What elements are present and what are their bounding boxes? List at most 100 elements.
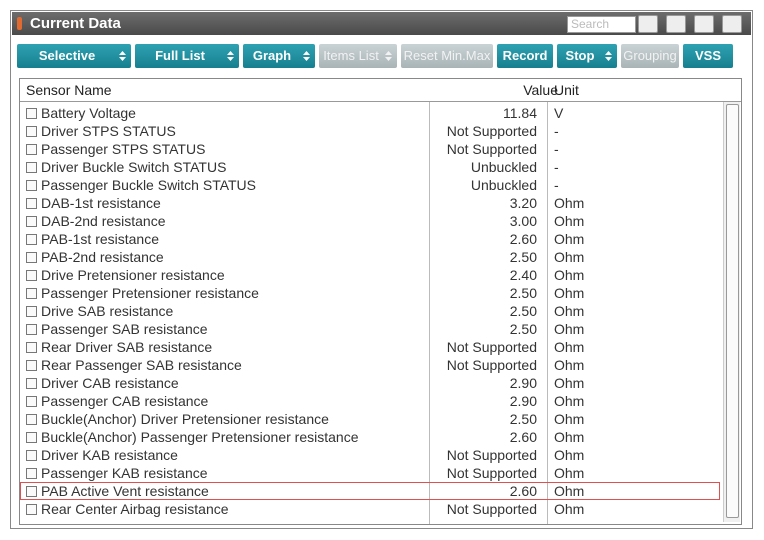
- table-row: PAB-1st resistance 2.60 Ohm: [20, 230, 720, 248]
- sensor-value: 2.60: [509, 231, 537, 247]
- sensor-name: Passenger STPS STATUS: [41, 141, 206, 157]
- dropdown-arrows: [303, 51, 310, 61]
- table-header: Sensor Name Value Unit: [20, 79, 741, 102]
- button-label: VSS: [694, 48, 721, 63]
- toolbar-button[interactable]: Full List: [135, 44, 239, 68]
- sensor-name: Battery Voltage: [41, 105, 136, 121]
- row-checkbox[interactable]: [26, 198, 37, 209]
- table-row: Passenger CAB resistance 2.90 Ohm: [20, 392, 720, 410]
- toolbar-button[interactable]: VSS: [683, 44, 733, 68]
- sensor-unit: Ohm: [554, 213, 585, 229]
- row-checkbox[interactable]: [26, 324, 37, 335]
- window-title: Current Data: [30, 15, 121, 32]
- table-row: Rear Center Airbag resistance Not Support…: [20, 500, 720, 518]
- sensor-name: Passenger Buckle Switch STATUS: [41, 177, 257, 193]
- sensor-unit: Ohm: [554, 231, 585, 247]
- button-label: Grouping: [623, 48, 677, 63]
- table-row: Driver CAB resistance 2.90 Ohm: [20, 374, 720, 392]
- row-checkbox[interactable]: [26, 144, 37, 155]
- button-label: Reset Min.Max: [403, 48, 491, 63]
- sensor-name: Passenger SAB resistance: [41, 321, 208, 337]
- table-row: Drive SAB resistance 2.50 Ohm: [20, 302, 720, 320]
- sensor-value: Not Supported: [446, 501, 537, 517]
- scrollbar[interactable]: [723, 102, 740, 522]
- sensor-name: DAB-1st resistance: [41, 195, 161, 211]
- title-bar: Current Data Search: [12, 12, 751, 35]
- row-checkbox[interactable]: [26, 360, 37, 371]
- sensor-name: Rear Driver SAB resistance: [41, 339, 213, 355]
- row-checkbox[interactable]: [26, 378, 37, 389]
- row-checkbox[interactable]: [26, 396, 37, 407]
- sensor-unit: -: [554, 177, 559, 193]
- row-checkbox[interactable]: [26, 180, 37, 191]
- row-checkbox[interactable]: [26, 306, 37, 317]
- data-table: Sensor Name Value Unit Battery Voltage 11…: [19, 78, 742, 525]
- menu-icon[interactable]: [722, 15, 742, 33]
- row-checkbox[interactable]: [26, 342, 37, 353]
- row-checkbox[interactable]: [26, 108, 37, 119]
- row-checkbox[interactable]: [26, 126, 37, 137]
- row-checkbox[interactable]: [26, 216, 37, 227]
- row-checkbox[interactable]: [26, 486, 37, 497]
- table-row: DAB-1st resistance 3.20 Ohm: [20, 194, 720, 212]
- toolbar-button[interactable]: Selective Display: [17, 44, 131, 87]
- sensor-value: 2.60: [509, 483, 537, 499]
- sensor-unit: Ohm: [554, 285, 585, 301]
- table-row: Battery Voltage 11.84 V: [20, 104, 720, 122]
- sensor-value: 2.50: [509, 303, 537, 319]
- sensor-name: Driver CAB resistance: [41, 375, 179, 391]
- row-checkbox[interactable]: [26, 234, 37, 245]
- sensor-value: Not Supported: [446, 141, 537, 157]
- sensor-value: Not Supported: [446, 465, 537, 481]
- row-checkbox[interactable]: [26, 288, 37, 299]
- sensor-name: Buckle(Anchor) Driver Pretensioner resis…: [41, 411, 329, 427]
- sensor-unit: Ohm: [554, 339, 585, 355]
- row-checkbox[interactable]: [26, 252, 37, 263]
- dropdown-arrows: [385, 51, 392, 61]
- table-row: Driver STPS STATUS Not Supported -: [20, 122, 720, 140]
- scroll-thumb[interactable]: [726, 104, 739, 518]
- sensor-value: 2.60: [509, 429, 537, 445]
- table-row: Driver KAB resistance Not Supported Ohm: [20, 446, 720, 464]
- sensor-name: Driver KAB resistance: [41, 447, 178, 463]
- row-checkbox[interactable]: [26, 432, 37, 443]
- toolbar-button[interactable]: Graph: [243, 44, 315, 68]
- row-checkbox[interactable]: [26, 468, 37, 479]
- row-checkbox[interactable]: [26, 504, 37, 515]
- sensor-value: 11.84: [503, 105, 537, 121]
- table-row: DAB-2nd resistance 3.00 Ohm: [20, 212, 720, 230]
- table-row: Drive Pretensioner resistance 2.40 Ohm: [20, 266, 720, 284]
- table-row: Passenger Buckle Switch STATUS Unbuckled -: [20, 176, 720, 194]
- sensor-name: PAB-2nd resistance: [41, 249, 164, 265]
- sensor-unit: Ohm: [554, 501, 585, 517]
- toolbar-button[interactable]: Stop: [557, 44, 617, 68]
- retry-icon[interactable]: [694, 15, 714, 33]
- row-checkbox[interactable]: [26, 162, 37, 173]
- sensor-unit: Ohm: [554, 249, 585, 265]
- row-checkbox[interactable]: [26, 450, 37, 461]
- sensor-unit: Ohm: [554, 429, 585, 445]
- sensor-unit: Ohm: [554, 357, 585, 373]
- table-row: Passenger KAB resistance Not Supported Ohm: [20, 464, 720, 482]
- list-icon[interactable]: [666, 15, 686, 33]
- current-data-window: Current Data Search Selective Display Ful…: [10, 10, 753, 529]
- search-box[interactable]: Search: [567, 16, 636, 33]
- row-checkbox[interactable]: [26, 270, 37, 281]
- sensor-value: 2.90: [509, 375, 537, 391]
- toolbar-button[interactable]: Record: [497, 44, 553, 68]
- dropdown-arrows: [227, 51, 234, 61]
- sensor-value: 2.40: [509, 267, 537, 283]
- search-icon[interactable]: [638, 15, 658, 33]
- sensor-unit: -: [554, 159, 559, 175]
- sensor-unit: -: [554, 141, 559, 157]
- sensor-value: 2.50: [509, 411, 537, 427]
- sensor-name: PAB Active Vent resistance: [41, 483, 209, 499]
- sensor-name: Drive Pretensioner resistance: [41, 267, 225, 283]
- sensor-unit: Ohm: [554, 375, 585, 391]
- button-label: Stop: [565, 48, 595, 63]
- row-checkbox[interactable]: [26, 414, 37, 425]
- sensor-value: Unbuckled: [470, 177, 537, 193]
- toolbar-button: Grouping: [621, 44, 679, 68]
- table-row: Buckle(Anchor) Driver Pretensioner resis…: [20, 410, 720, 428]
- sensor-name: Passenger CAB resistance: [41, 393, 209, 409]
